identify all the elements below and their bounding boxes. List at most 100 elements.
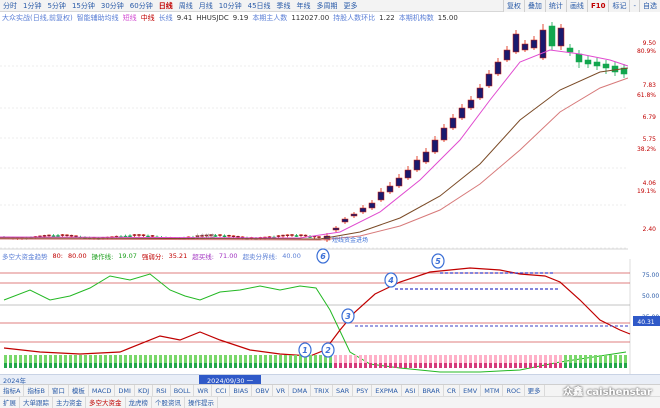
kline-chart[interactable]: 短线资金进场 大众共享 123456 75.0050.0025.0040.31 bbox=[0, 0, 660, 374]
bottom_tabs-tab-3[interactable]: 模板 bbox=[69, 385, 89, 396]
osc-bar-low bbox=[164, 363, 167, 368]
price-label-5: 5.75 bbox=[643, 136, 656, 143]
bottom_tabs2-tab-6[interactable]: 操作提示 bbox=[185, 397, 218, 408]
osc-bar bbox=[404, 355, 407, 363]
bottom_tabs2-tab-0[interactable]: 扩展 bbox=[0, 397, 20, 408]
osc-bar bbox=[509, 355, 512, 363]
osc-bar-low bbox=[369, 363, 372, 368]
bottom_tabs-tab-21[interactable]: CR bbox=[444, 385, 460, 396]
osc-bar-low bbox=[309, 363, 312, 368]
date-selected[interactable]: 2024/09/30 一 bbox=[199, 375, 261, 385]
bottom_tabs-tab-16[interactable]: SAR bbox=[333, 385, 353, 396]
candle-body bbox=[219, 235, 222, 236]
osc-bar bbox=[79, 355, 82, 363]
candle-body bbox=[48, 235, 51, 236]
osc-bar-low bbox=[24, 363, 27, 368]
bottom_tabs-tab-8[interactable]: BOLL bbox=[171, 385, 195, 396]
bottom_tabs-tab-18[interactable]: EXPMA bbox=[372, 385, 402, 396]
osc-bar bbox=[209, 355, 212, 363]
osc-v3-label: 强弱分: bbox=[142, 251, 164, 261]
osc-bar bbox=[419, 355, 422, 363]
bottom_tabs-tab-9[interactable]: WR bbox=[194, 385, 212, 396]
bottom_tabs-tab-19[interactable]: ASI bbox=[402, 385, 420, 396]
osc-title[interactable]: 多空大资金趋势 bbox=[2, 251, 48, 261]
bottom_tabs2-tab-3[interactable]: 多空大资金 bbox=[86, 397, 126, 408]
bottom_tabs-tab-20[interactable]: BRAR bbox=[419, 385, 444, 396]
osc-bar bbox=[444, 355, 447, 363]
osc-bar bbox=[34, 355, 37, 363]
osc-bar-low bbox=[384, 363, 387, 368]
osc-bar-low bbox=[599, 363, 602, 368]
price-label-6: 38.2% bbox=[637, 146, 656, 153]
osc-bar-low bbox=[184, 363, 187, 368]
osc-bar-low bbox=[49, 363, 52, 368]
osc-bar-low bbox=[409, 363, 412, 368]
osc-v2-label: 操作线: bbox=[92, 251, 114, 261]
candle-body bbox=[342, 219, 348, 222]
bottom_tabs-tab-22[interactable]: EMV bbox=[460, 385, 481, 396]
bottom_tabs-tab-24[interactable]: ROC bbox=[503, 385, 524, 396]
ma-lines bbox=[0, 50, 628, 240]
bottom_tabs-tab-10[interactable]: CCI bbox=[212, 385, 230, 396]
osc-bar bbox=[454, 355, 457, 363]
osc-bar bbox=[349, 355, 352, 363]
candle-body bbox=[138, 235, 141, 236]
osc-bar-low bbox=[374, 363, 377, 368]
osc-bar bbox=[149, 355, 152, 363]
osc-bar bbox=[84, 355, 87, 363]
osc-bar-low bbox=[314, 363, 317, 368]
candle-body bbox=[369, 203, 375, 208]
bottom_tabs-tab-23[interactable]: MTM bbox=[481, 385, 503, 396]
osc-bar-low bbox=[494, 363, 497, 368]
bottom_tabs-tab-11[interactable]: BIAS bbox=[230, 385, 252, 396]
osc-bar bbox=[524, 355, 527, 363]
bottom_tabs2-tab-5[interactable]: 个股资讯 bbox=[152, 397, 185, 408]
osc-bar-low bbox=[359, 363, 362, 368]
bottom_tabs-tab-12[interactable]: OBV bbox=[252, 385, 273, 396]
bottom_tabs-tab-14[interactable]: DMA bbox=[289, 385, 311, 396]
osc-bar-low bbox=[564, 363, 567, 368]
osc-bar bbox=[259, 355, 262, 363]
bottom_tabs-tab-7[interactable]: RSI bbox=[153, 385, 171, 396]
osc-bar-low bbox=[444, 363, 447, 368]
signal-markers: 1 2 3 4 5 6 bbox=[299, 249, 444, 357]
osc-bar bbox=[369, 355, 372, 363]
bottom_tabs-tab-13[interactable]: VR bbox=[273, 385, 289, 396]
osc-bar bbox=[514, 355, 517, 363]
candle-body bbox=[286, 235, 289, 236]
osc-bar bbox=[234, 355, 237, 363]
bottom_tabs-tab-25[interactable]: 更多 bbox=[525, 385, 545, 396]
watermark: 众鑫 caishenstar bbox=[563, 383, 652, 398]
osc-bar-low bbox=[299, 363, 302, 368]
osc-bar-low bbox=[224, 363, 227, 368]
bottom_tabs-tab-15[interactable]: TRIX bbox=[311, 385, 333, 396]
osc-bar bbox=[314, 355, 317, 363]
candle-body bbox=[468, 100, 474, 108]
osc-bar bbox=[264, 355, 267, 363]
date-strip[interactable]: 2024年 2024/09/30 一 bbox=[0, 374, 660, 384]
osc-bar-low bbox=[244, 363, 247, 368]
bottom_tabs-tab-4[interactable]: MACD bbox=[89, 385, 115, 396]
osc-bar bbox=[14, 355, 17, 363]
candle-body bbox=[396, 178, 402, 186]
osc-bar bbox=[519, 355, 522, 363]
bottom_tabs-tab-0[interactable]: 指标A bbox=[0, 385, 24, 396]
osc-bar-low bbox=[394, 363, 397, 368]
osc-v5: 40.00 bbox=[282, 252, 301, 260]
bottom_tabs-tab-17[interactable]: PSY bbox=[353, 385, 372, 396]
osc-bar bbox=[59, 355, 62, 363]
bottom_tabs-tab-1[interactable]: 指标B bbox=[24, 385, 48, 396]
bottom_tabs2-tab-4[interactable]: 龙虎榜 bbox=[126, 397, 153, 408]
bottom_tabs2-tab-2[interactable]: 主力资金 bbox=[53, 397, 86, 408]
bottom_tabs-tab-5[interactable]: DMI bbox=[115, 385, 135, 396]
osc-bar bbox=[589, 355, 592, 363]
osc-bar bbox=[474, 355, 477, 363]
bottom_tabs-tab-2[interactable]: 窗口 bbox=[49, 385, 69, 396]
osc-bar bbox=[184, 355, 187, 363]
osc-bar bbox=[294, 355, 297, 363]
bottom_tabs-tab-6[interactable]: KDJ bbox=[135, 385, 153, 396]
osc-bar bbox=[364, 355, 367, 363]
marker-label-1: 1 bbox=[302, 346, 308, 355]
bottom_tabs2-tab-1[interactable]: 大单跟踪 bbox=[20, 397, 53, 408]
osc-bar bbox=[269, 355, 272, 363]
